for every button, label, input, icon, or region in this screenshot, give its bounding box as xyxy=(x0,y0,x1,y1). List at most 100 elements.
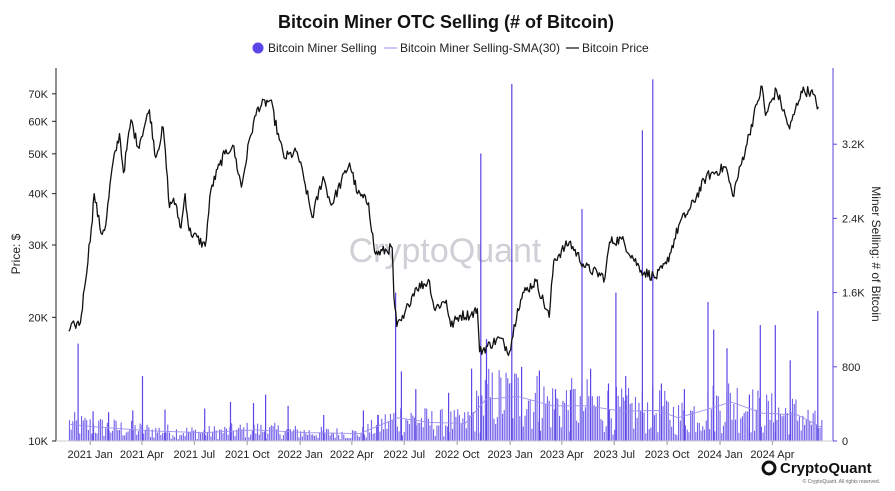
selling-bar xyxy=(797,420,799,441)
selling-bar xyxy=(767,401,769,441)
selling-bar xyxy=(424,408,426,441)
selling-bar xyxy=(87,430,89,441)
selling-bar xyxy=(791,398,793,441)
selling-bar xyxy=(225,428,227,441)
selling-bar xyxy=(320,426,322,441)
selling-bar xyxy=(334,437,336,441)
selling-bar xyxy=(296,429,298,441)
selling-bar xyxy=(143,433,145,441)
selling-bar xyxy=(821,419,823,441)
selling-bar xyxy=(709,429,711,441)
selling-bar xyxy=(289,429,291,441)
selling-bar xyxy=(348,438,350,441)
selling-bar xyxy=(628,388,630,441)
selling-bar xyxy=(260,424,262,441)
selling-bar xyxy=(514,373,516,441)
selling-spike xyxy=(511,83,513,442)
selling-bar xyxy=(110,432,112,441)
selling-bar xyxy=(122,435,124,441)
selling-bar xyxy=(457,409,459,441)
selling-bar xyxy=(81,415,83,441)
selling-bar xyxy=(805,420,807,441)
selling-bar xyxy=(196,439,198,441)
selling-bar xyxy=(795,399,797,441)
brand-logo-icon xyxy=(761,460,777,476)
selling-bar xyxy=(702,426,704,441)
selling-bar xyxy=(728,383,730,441)
selling-bar xyxy=(362,426,364,441)
selling-spike xyxy=(164,409,166,441)
brand-name: CryptoQuant xyxy=(780,460,872,477)
selling-bar xyxy=(522,426,524,441)
selling-bar xyxy=(98,420,100,441)
selling-bar xyxy=(771,393,773,441)
x-ticks: 2021 Jan 2021 Apr 2021 Jul 2021 Oct 2022 Jan… xyxy=(68,441,795,461)
selling-bar xyxy=(105,428,107,441)
selling-bar xyxy=(175,429,177,441)
selling-bar xyxy=(310,434,312,441)
selling-bar xyxy=(543,386,545,441)
selling-bar xyxy=(491,372,493,441)
selling-spike xyxy=(774,325,776,441)
x-tick-label: 2022 Jan xyxy=(277,449,322,461)
selling-bar xyxy=(426,408,428,441)
selling-bar xyxy=(215,430,217,441)
selling-bar xyxy=(676,435,678,441)
selling-bar xyxy=(816,424,818,441)
selling-bar xyxy=(481,395,483,441)
selling-bar xyxy=(655,413,657,441)
selling-bar xyxy=(610,418,612,441)
selling-spike xyxy=(323,415,325,441)
selling-bar xyxy=(633,428,635,441)
selling-bar xyxy=(169,432,171,441)
selling-bar xyxy=(724,421,726,441)
selling-bar xyxy=(793,404,795,441)
selling-bar xyxy=(315,435,317,441)
selling-bar xyxy=(327,429,329,441)
selling-bar xyxy=(695,431,697,441)
selling-bar xyxy=(527,400,529,441)
selling-bar xyxy=(383,429,385,441)
selling-bar xyxy=(553,409,555,441)
selling-bar xyxy=(441,408,443,441)
selling-bar xyxy=(807,409,809,441)
selling-bar xyxy=(674,433,676,441)
selling-spike xyxy=(590,368,592,441)
selling-spike xyxy=(362,410,364,441)
selling-bar xyxy=(244,437,246,441)
selling-bar xyxy=(636,417,638,441)
selling-bar xyxy=(144,429,146,441)
selling-bar xyxy=(721,433,723,441)
selling-bar xyxy=(659,390,661,441)
selling-bar xyxy=(341,431,343,441)
selling-bar xyxy=(669,419,671,441)
selling-bar xyxy=(419,423,421,441)
selling-bar xyxy=(400,408,402,441)
selling-bar xyxy=(760,426,762,441)
selling-bar xyxy=(277,425,279,441)
selling-bar xyxy=(602,420,604,441)
brand-logo: CryptoQuant © CryptoQuant. All rights re… xyxy=(761,460,880,485)
selling-bar xyxy=(267,433,269,441)
selling-spike xyxy=(759,325,761,441)
selling-spike xyxy=(817,311,819,441)
chart-title: Bitcoin Miner OTC Selling (# of Bitcoin) xyxy=(278,12,614,32)
selling-bar xyxy=(576,420,578,441)
selling-bar xyxy=(227,434,229,441)
selling-bar xyxy=(284,431,286,441)
selling-bar xyxy=(540,430,542,441)
selling-bar xyxy=(150,437,152,441)
selling-bar xyxy=(307,435,309,441)
x-tick-label: 2022 Oct xyxy=(435,449,480,461)
selling-bar xyxy=(137,431,139,441)
selling-bar xyxy=(438,425,440,441)
selling-bar xyxy=(769,420,771,441)
selling-bar xyxy=(158,427,160,441)
selling-bar xyxy=(578,422,580,441)
selling-bar xyxy=(414,417,416,441)
selling-bar xyxy=(151,429,153,441)
selling-bar xyxy=(759,397,761,441)
selling-bar xyxy=(339,439,341,441)
selling-bar xyxy=(345,438,347,441)
selling-bar xyxy=(762,432,764,441)
